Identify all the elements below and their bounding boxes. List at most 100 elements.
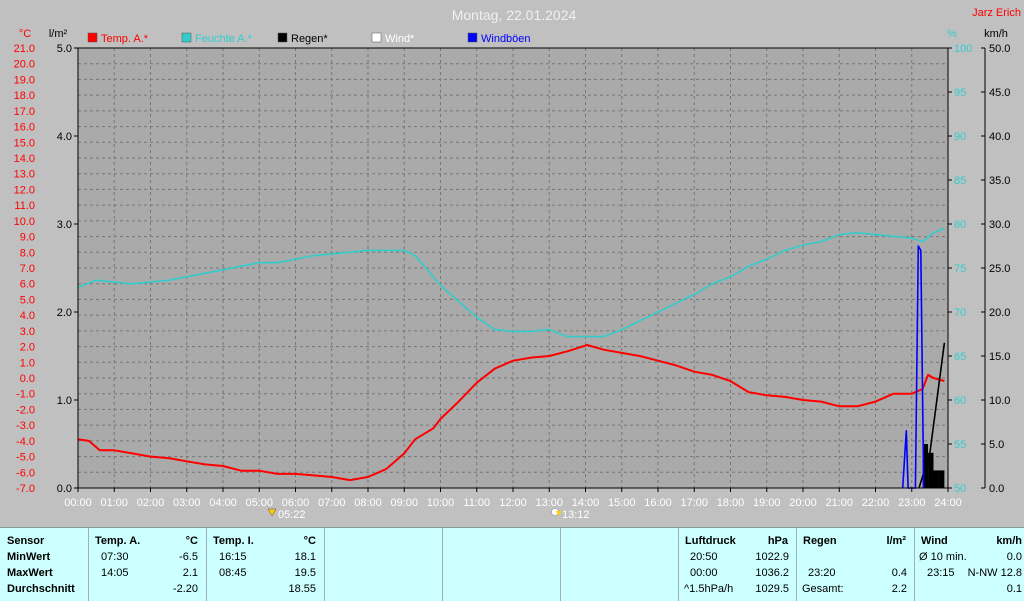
legend-label: Feuchte A.* xyxy=(195,33,253,45)
row-label-max: MaxWert xyxy=(7,567,53,579)
x-tick-label: 23:00 xyxy=(898,497,926,509)
y-tick-label-temp: 8.0 xyxy=(20,247,35,259)
temp-a-max-value: 2.1 xyxy=(182,567,198,579)
temp-a-min-time: 07:30 xyxy=(101,551,129,563)
x-tick-label: 18:00 xyxy=(717,497,745,509)
legend-swatch xyxy=(181,32,192,43)
y-tick-label-rain: 4.0 xyxy=(57,131,72,143)
y-tick-label-wind: 0.0 xyxy=(989,483,1004,495)
y-tick-label-temp: 11.0 xyxy=(14,200,35,212)
y-tick-label-temp: -5.0 xyxy=(16,452,35,464)
temp-a-min-value: -6.5 xyxy=(179,551,198,563)
sensor-header: Sensor xyxy=(7,535,45,547)
chart-title: Montag, 22.01.2024 xyxy=(452,7,577,23)
y-tick-label-temp: -1.0 xyxy=(16,389,35,401)
pressure-unit: hPa xyxy=(767,535,788,547)
x-tick-label: 01:00 xyxy=(100,497,128,509)
temp-i-min-value: 18.1 xyxy=(294,551,316,563)
y-tick-label-wind: 40.0 xyxy=(989,131,1010,143)
pressure-min-time: 20:50 xyxy=(690,551,718,563)
x-tick-label: 08:00 xyxy=(354,497,382,509)
legend-swatch xyxy=(371,32,382,43)
x-tick-label: 00:00 xyxy=(64,497,92,509)
wind-unit: km/h xyxy=(996,535,1022,547)
x-tick-label: 03:00 xyxy=(173,497,201,509)
x-tick-label: 20:00 xyxy=(789,497,817,509)
y-tick-label-wind: 30.0 xyxy=(989,219,1010,231)
y-tick-label-temp: 16.0 xyxy=(14,122,35,134)
rain-max-time: 23:20 xyxy=(808,567,836,579)
x-tick-label: 05:00 xyxy=(245,497,273,509)
x-tick-label: 16:00 xyxy=(644,497,672,509)
rain-max-value: 0.4 xyxy=(891,567,907,579)
y-tick-label-wind: 10.0 xyxy=(989,395,1010,407)
pressure-max-time: 00:00 xyxy=(690,567,718,579)
x-tick-label: 07:00 xyxy=(318,497,346,509)
y-tick-label-temp: 10.0 xyxy=(14,216,35,228)
legend-label: Regen* xyxy=(291,33,328,45)
y-tick-label-humidity: 80 xyxy=(954,219,966,231)
y-tick-label-temp: 5.0 xyxy=(20,294,35,306)
y-tick-label-rain: 1.0 xyxy=(57,395,72,407)
rain-bar xyxy=(938,470,945,488)
y-tick-label-temp: 0.0 xyxy=(20,373,35,385)
rain-total-value: 2.2 xyxy=(891,583,907,595)
unit-rain: l/m² xyxy=(49,28,68,40)
x-tick-label: 19:00 xyxy=(753,497,781,509)
legend-swatch xyxy=(467,32,478,43)
y-tick-label-humidity: 60 xyxy=(954,395,966,407)
plot-frame xyxy=(77,47,949,489)
x-tick-label: 17:00 xyxy=(680,497,708,509)
y-tick-label-wind: 20.0 xyxy=(989,307,1010,319)
y-tick-label-temp: 12.0 xyxy=(14,184,35,196)
y-tick-label-rain: 3.0 xyxy=(57,219,72,231)
series-line-feuchte-a xyxy=(77,227,945,338)
unit-wind: km/h xyxy=(984,28,1008,40)
temp-i-unit: °C xyxy=(303,535,316,547)
axes-layer: 00:00 01:00 02:00 03:00 04:00 05:00 06:00 07:00… xyxy=(14,43,1011,509)
statistics-table: Sensor MinWert MaxWert Durchschnitt Temp… xyxy=(0,527,1024,601)
pressure-max-value: 1036.2 xyxy=(755,567,789,579)
y-tick-label-rain: 2.0 xyxy=(57,307,72,319)
x-tick-label: 13:00 xyxy=(535,497,563,509)
y-tick-label-temp: 17.0 xyxy=(14,106,35,118)
x-tick-label: 15:00 xyxy=(608,497,636,509)
pressure-avg-value: 1029.5 xyxy=(755,583,789,595)
x-tick-label: 22:00 xyxy=(862,497,890,509)
legend-label: Wind* xyxy=(385,33,415,45)
y-tick-label-wind: 25.0 xyxy=(989,263,1010,275)
y-tick-label-temp: -7.0 xyxy=(16,483,35,495)
y-tick-label-humidity: 95 xyxy=(954,87,966,99)
x-tick-label: 06:00 xyxy=(282,497,310,509)
temp-i-max-time: 08:45 xyxy=(219,567,247,579)
wind-max-time: 23:15 xyxy=(927,567,955,579)
y-tick-label-temp: 15.0 xyxy=(14,137,35,149)
y-tick-label-wind: 45.0 xyxy=(989,87,1010,99)
rain-header: Regen xyxy=(803,535,837,547)
grid xyxy=(78,48,948,488)
y-tick-label-temp: 3.0 xyxy=(20,326,35,338)
wind-header: Wind xyxy=(921,535,948,547)
legend: Temp. A.* Feuchte A.* Regen* Wind* Windböen xyxy=(87,32,531,45)
x-tick-label: 24:00 xyxy=(934,497,962,509)
series-line-temp-a xyxy=(77,344,945,482)
row-label-avg: Durchschnitt xyxy=(7,583,75,595)
y-tick-label-temp: 14.0 xyxy=(14,153,35,165)
temp-i-avg-value: 18.55 xyxy=(288,583,316,595)
noon-time: 13:12 xyxy=(562,509,590,521)
y-tick-label-temp: 21.0 xyxy=(14,43,35,55)
y-tick-label-temp: 4.0 xyxy=(20,310,35,322)
x-tick-label: 10:00 xyxy=(427,497,455,509)
x-tick-label: 02:00 xyxy=(137,497,165,509)
temp-i-min-time: 16:15 xyxy=(219,551,247,563)
series-line-regen xyxy=(918,342,946,489)
wind-avg-label: Ø 10 min. xyxy=(919,551,967,563)
pressure-header: Luftdruck xyxy=(685,535,736,547)
y-tick-label-temp: 18.0 xyxy=(14,90,35,102)
y-tick-label-humidity: 65 xyxy=(954,351,966,363)
x-tick-label: 12:00 xyxy=(499,497,527,509)
y-tick-label-temp: -2.0 xyxy=(16,404,35,416)
y-tick-label-temp: 1.0 xyxy=(20,357,35,369)
unit-humidity: % xyxy=(947,28,957,40)
weather-chart: 00:00 01:00 02:00 03:00 04:00 05:00 06:00 07:00… xyxy=(14,7,1021,521)
